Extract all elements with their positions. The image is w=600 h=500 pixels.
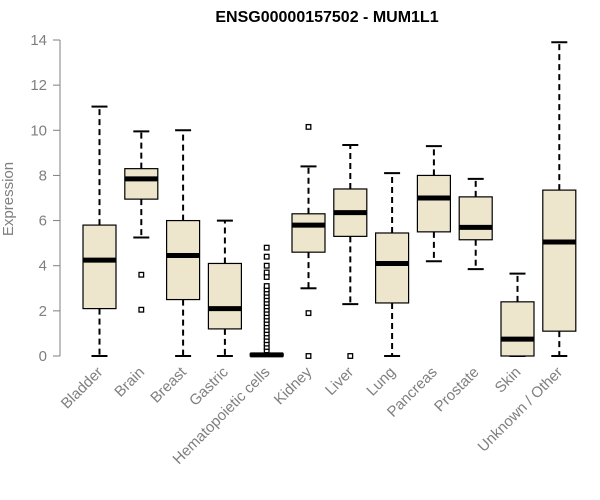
x-tick-label: Skin <box>492 364 525 397</box>
outlier-point <box>263 253 270 260</box>
box-iqr <box>542 189 577 332</box>
outlier-point <box>263 283 270 289</box>
y-tick-label: 12 <box>30 77 47 94</box>
box-hematopoietic-cells <box>249 244 284 358</box>
chart-title: ENSG00000157502 - MUM1L1 <box>215 9 438 26</box>
box-gastric <box>207 219 242 357</box>
x-tick-label: Liver <box>322 364 357 399</box>
y-axis-label: Expression <box>0 162 17 236</box>
box-unknown-other <box>542 41 577 357</box>
x-tick-label: Brain <box>111 364 148 401</box>
outlier-point <box>347 353 354 359</box>
y-tick-label: 8 <box>39 167 47 184</box>
y-tick-label: 2 <box>39 303 47 320</box>
box-lung <box>375 172 410 357</box>
box-iqr <box>166 219 201 301</box>
outlier-point <box>305 310 312 317</box>
outlier-point <box>263 244 270 251</box>
x-tick-label: Lung <box>363 364 399 400</box>
outlier-point <box>263 262 270 269</box>
box-iqr <box>375 232 410 304</box>
outlier-point <box>263 269 270 276</box>
y-axis: 0 2 4 6 8 10 12 14 <box>30 32 61 365</box>
y-tick-label: 4 <box>39 258 47 275</box>
box-iqr <box>416 174 451 233</box>
box-iqr <box>291 213 326 253</box>
y-tick-label: 6 <box>39 213 47 230</box>
x-tick-label: Bladder <box>58 364 107 413</box>
box-prostate <box>458 177 493 271</box>
outlier-point <box>138 271 145 278</box>
box-kidney <box>291 123 326 359</box>
outlier-point <box>305 353 312 359</box>
box-brain <box>124 130 159 313</box>
box-breast <box>166 129 201 357</box>
box-iqr <box>207 262 242 330</box>
outlier-point <box>305 123 312 130</box>
y-tick-label: 14 <box>30 32 47 49</box>
y-tick-label: 10 <box>30 122 47 139</box>
box-bladder <box>82 105 117 357</box>
box-liver <box>333 143 368 359</box>
x-tick-label: Kidney <box>271 363 316 408</box>
box-pancreas <box>416 145 451 263</box>
x-tick-label: Prostate <box>431 364 483 416</box>
x-tick-label: Breast <box>147 363 190 406</box>
box-iqr <box>458 196 493 241</box>
box-iqr <box>500 301 535 357</box>
box-iqr <box>82 224 117 310</box>
plot-area <box>82 41 577 359</box>
box-iqr <box>124 168 159 200</box>
y-tick-label: 0 <box>39 348 47 365</box>
box-skin <box>500 272 535 357</box>
outlier-point <box>138 306 145 313</box>
